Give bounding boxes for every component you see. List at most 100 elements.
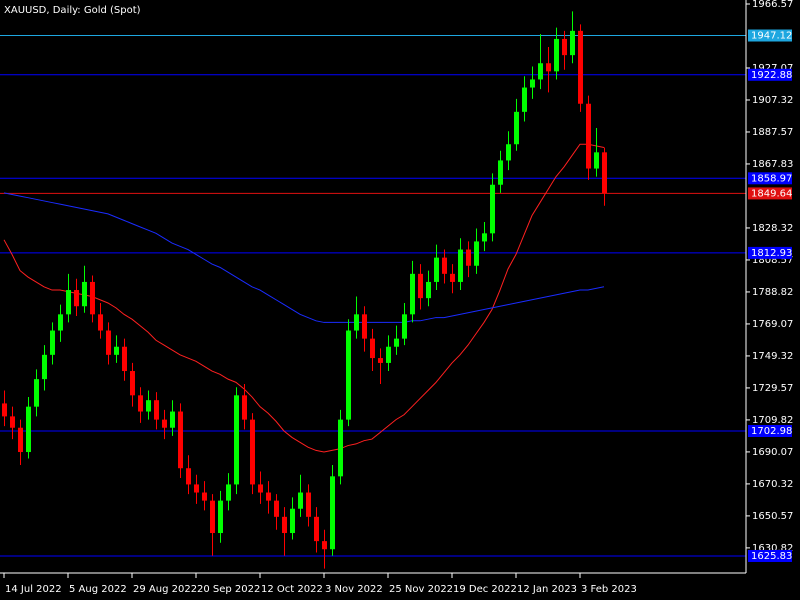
candle-body: [202, 492, 207, 501]
candle-body: [442, 257, 447, 274]
candle-body: [50, 330, 55, 355]
candle-body: [394, 338, 399, 347]
candle-body: [274, 500, 279, 517]
moving-average: [3, 192, 605, 323]
candle-body: [482, 233, 487, 242]
candle-body: [538, 63, 543, 80]
level-label: 1849.64: [751, 188, 792, 199]
y-tick-label: 1887.57: [752, 127, 793, 138]
x-tick-label: 14 Jul 2022: [5, 584, 62, 595]
y-tick-label: 1867.83: [752, 159, 793, 170]
candle-body: [226, 484, 231, 501]
candle-body: [578, 30, 583, 104]
candle-body: [594, 152, 599, 169]
candle-body: [298, 492, 303, 509]
candle-body: [378, 358, 383, 363]
level-label-box: [748, 549, 792, 562]
candle-body: [258, 484, 263, 493]
candle-body: [266, 492, 271, 501]
candle-body: [458, 249, 463, 282]
candle-body: [562, 38, 567, 56]
candle-body: [362, 314, 367, 339]
level-label: 1702.98: [751, 426, 792, 437]
y-tick-label: 1788.82: [752, 287, 793, 298]
candle-body: [306, 492, 311, 517]
candle-body: [170, 411, 175, 428]
x-tick-label: 5 Aug 2022: [69, 584, 127, 595]
candle-body: [386, 346, 391, 363]
candle-body: [106, 330, 111, 355]
y-tick-label: 1670.32: [752, 479, 793, 490]
candle-body: [330, 476, 335, 550]
level-label-box: [748, 425, 792, 438]
candle-body: [250, 419, 255, 485]
y-tick-label: 1749.32: [752, 351, 793, 362]
candle-body: [322, 541, 327, 550]
candle-body: [602, 152, 607, 194]
level-label-box: [748, 172, 792, 185]
candle-body: [186, 468, 191, 485]
y-tick-label: 1927.07: [752, 63, 793, 74]
candle-body: [498, 160, 503, 185]
candle-body: [338, 419, 343, 477]
x-tick-label: 25 Nov 2022: [389, 584, 453, 595]
level-label-box: [748, 68, 792, 81]
moving-average: [3, 143, 605, 453]
y-tick-label: 1690.07: [752, 447, 793, 458]
candle-body: [586, 103, 591, 169]
candle-body: [26, 406, 31, 453]
y-tick-label: 1650.57: [752, 511, 793, 522]
candle-body: [154, 400, 159, 420]
x-tick-label: 12 Jan 2023: [517, 584, 577, 595]
plot-area: [0, 11, 746, 569]
candle-body: [242, 395, 247, 420]
candle-body: [370, 338, 375, 359]
candle-body: [34, 379, 39, 407]
candle-body: [42, 354, 47, 380]
x-tick-label: 29 Aug 2022: [133, 584, 197, 595]
candle-body: [98, 314, 103, 331]
x-tick-label: 20 Sep 2022: [197, 584, 260, 595]
x-tick-label: 3 Nov 2022: [325, 584, 383, 595]
candle-body: [530, 79, 535, 88]
level-label-box: [748, 246, 792, 259]
candle-body: [426, 281, 431, 299]
level-label: 1947.12: [751, 31, 792, 42]
candle-body: [122, 346, 127, 372]
candle-body: [178, 411, 183, 469]
candle-body: [2, 403, 7, 417]
candle-body: [314, 516, 319, 542]
chart-title: XAUUSD, Daily: Gold (Spot): [4, 5, 141, 16]
x-tick-label: 19 Dec 2022: [453, 584, 517, 595]
candle-body: [58, 314, 63, 331]
y-tick-label: 1709.82: [752, 415, 793, 426]
candle-body: [90, 281, 95, 315]
candle-body: [138, 395, 143, 412]
candle-body: [514, 111, 519, 145]
candle-body: [114, 346, 119, 355]
level-label: 1922.88: [751, 70, 792, 81]
candle-body: [450, 273, 455, 282]
x-tick-label: 3 Feb 2023: [581, 584, 637, 595]
candle-body: [162, 419, 167, 428]
candle-body: [74, 290, 79, 307]
x-tick-label: 12 Oct 2022: [261, 584, 323, 595]
candle-body: [354, 314, 359, 331]
candle-body: [66, 290, 71, 315]
y-tick-label: 1630.82: [752, 543, 793, 554]
y-tick-label: 1808.57: [752, 255, 793, 266]
level-label: 1625.83: [751, 551, 792, 562]
y-tick-label: 1769.07: [752, 319, 793, 330]
candle-body: [466, 249, 471, 266]
y-tick-label: 1907.32: [752, 95, 793, 106]
candle-body: [402, 314, 407, 339]
candle-body: [282, 516, 287, 534]
candle-body: [490, 184, 495, 234]
candle-body: [234, 395, 239, 485]
candle-body: [506, 144, 511, 161]
candle-body: [10, 416, 15, 428]
candle-body: [434, 257, 439, 282]
